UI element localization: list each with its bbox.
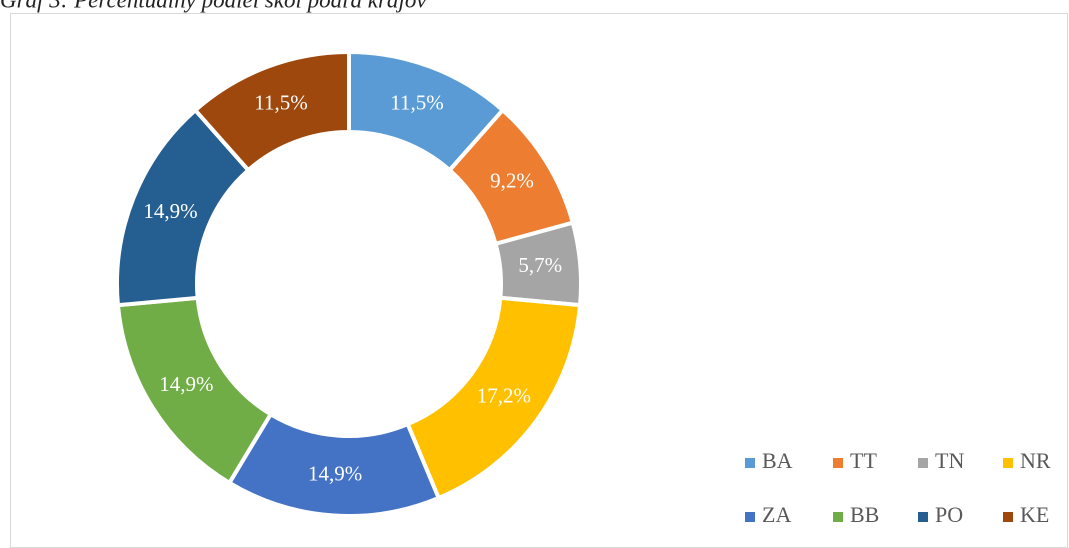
data-label: 9,2%	[490, 168, 534, 192]
data-label: 11,5%	[254, 90, 307, 114]
data-label: 14,9%	[159, 372, 213, 396]
donut-slice	[192, 49, 351, 173]
legend-label: ZA	[762, 502, 791, 527]
legend-label: BA	[762, 448, 793, 473]
data-label: 11,5%	[390, 90, 443, 114]
data-label: 14,9%	[143, 199, 197, 223]
legend-label: TN	[935, 448, 964, 473]
legend-swatch	[1003, 512, 1013, 522]
legend-swatch	[745, 512, 755, 522]
legend-swatch	[745, 458, 755, 468]
data-label: 17,2%	[477, 383, 531, 407]
legend-label: KE	[1020, 502, 1049, 527]
data-label: 5,7%	[518, 253, 562, 277]
legend-swatch	[918, 512, 928, 522]
legend-swatch	[1003, 458, 1013, 468]
legend-swatch	[833, 512, 843, 522]
legend-swatch	[918, 458, 928, 468]
legend-label: BB	[850, 502, 879, 527]
legend-label: PO	[935, 502, 963, 527]
legend-label: TT	[850, 448, 877, 473]
legend-swatch	[833, 458, 843, 468]
legend-label: NR	[1020, 448, 1051, 473]
data-label: 14,9%	[308, 461, 362, 485]
chart-title: Graf 3: Percentuálny podiel škôl podľa k…	[0, 0, 427, 12]
